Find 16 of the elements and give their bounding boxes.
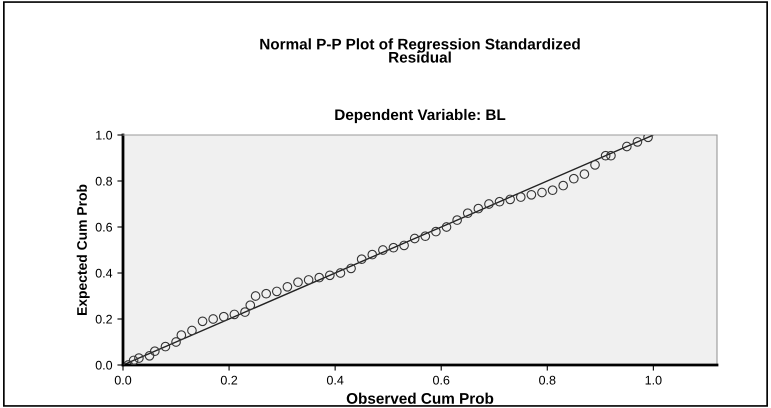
y-tick-label: 0.6 xyxy=(96,222,112,232)
chart-subtitle: Dependent Variable: BL xyxy=(335,108,506,124)
x-tick-label: 0.0 xyxy=(114,376,132,385)
y-tick-label: 1.0 xyxy=(96,130,112,140)
x-tick-label: 0.6 xyxy=(433,376,450,385)
x-tick-label: 0.2 xyxy=(220,376,238,385)
x-axis-title: Observed Cum Prob xyxy=(346,392,494,404)
y-tick-label: 0.4 xyxy=(96,268,112,278)
x-tick-label: 1.0 xyxy=(646,376,662,385)
y-tick-label: 0.0 xyxy=(96,360,112,370)
x-tick-label: 0.8 xyxy=(539,376,556,385)
chart-title: Normal P-P Plot of Regression Standardized Residual xyxy=(260,38,580,63)
x-tick-label: 0.4 xyxy=(326,376,344,385)
y-tick-label: 0.8 xyxy=(96,176,112,186)
y-tick-label: 0.2 xyxy=(96,314,112,324)
y-axis-title: Expected Cum Prob xyxy=(76,184,90,316)
